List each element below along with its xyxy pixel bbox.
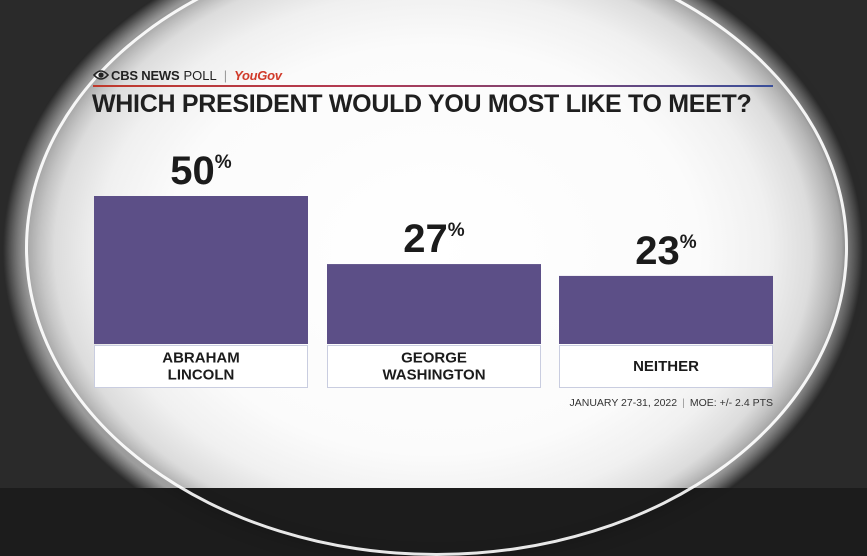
poll-footer: JANUARY 27-31, 2022 | MOE: +/- 2.4 PTS [570,397,774,409]
bar-0 [94,196,308,344]
cbs-eye-icon [93,70,109,80]
category-label-0-1: LINCOLN [168,367,235,384]
bar-2 [559,275,773,344]
poll-dates: JANUARY 27-31, 2022 [569,397,678,409]
brand-poll-label: POLL [183,67,217,83]
category-box-0 [94,345,308,388]
value-label-2: 23% [635,229,697,273]
category-label-0-0: ABRAHAM [162,350,240,367]
footer-separator: | [682,397,685,409]
category-label-2-0: NEITHER [633,358,699,375]
chart-title: WHICH PRESIDENT WOULD YOU MOST LIKE TO M… [92,90,752,118]
brand-partner: YouGov [234,67,282,83]
category-label-1-1: WASHINGTON [382,367,485,384]
bar-1 [327,264,541,344]
category-box-2 [559,345,773,388]
brand-network: CBS NEWS [111,67,180,83]
header-rule [93,85,773,87]
brand-separator: | [223,67,228,83]
value-label-0: 50% [170,149,232,193]
margin-of-error: MOE: +/- 2.4 PTS [689,397,773,409]
poll-brand: CBS NEWS POLL | YouGov [93,66,282,84]
category-box-1 [327,345,541,388]
category-label-1-0: GEORGE [401,350,467,367]
value-label-1: 27% [403,217,465,261]
